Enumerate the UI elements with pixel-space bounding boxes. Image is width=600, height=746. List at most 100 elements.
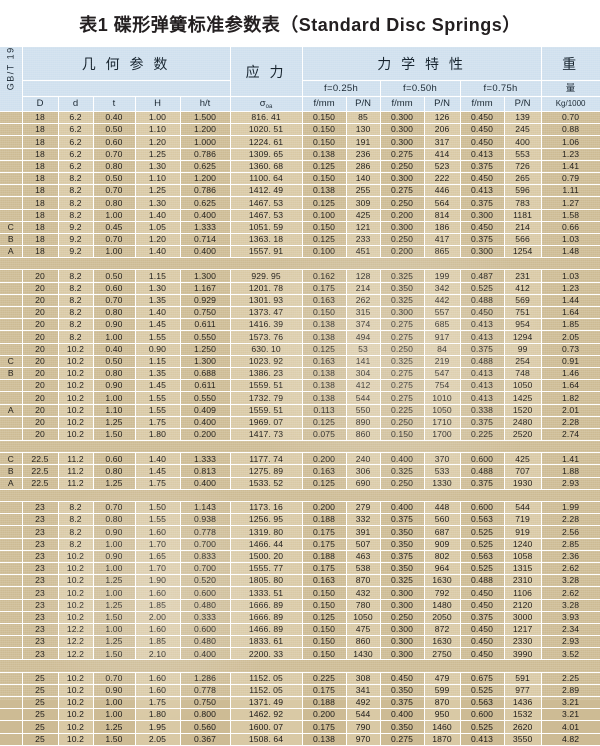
cell-H: 1.35 [135, 367, 181, 381]
cell-h_t: 0.700 [180, 538, 231, 551]
cell-t: 0.60 [93, 135, 136, 149]
cell-sigma: 1466. 44 [230, 538, 303, 551]
header-geometry: 几 何 参 数 [22, 47, 231, 81]
cell-p3: 1217 [504, 623, 542, 637]
cell-H: 1.30 [135, 160, 181, 173]
cell-t: 0.50 [93, 123, 136, 137]
cell-p2: 870 [424, 696, 461, 710]
cell-H: 1.15 [135, 269, 181, 283]
cell-p1: 332 [346, 513, 381, 527]
cell-h_t: 0.611 [180, 318, 231, 332]
cell-H: 1.15 [135, 355, 181, 368]
cell-series [0, 160, 23, 173]
table-row: 23 10.2 1.50 2.00 0.333 1666. 89 0.125 1050 0.25… [0, 611, 600, 624]
cell-H: 1.60 [135, 586, 181, 600]
cell-d: 10.2 [58, 562, 94, 576]
cell-h_t: 1.250 [180, 343, 231, 356]
cell-p2: 370 [424, 452, 461, 466]
cell-f1: 0.150 [302, 123, 347, 137]
header-stress: 应 力 [230, 47, 303, 97]
cell-sigma: 1416. 39 [230, 318, 303, 332]
cell-f2: 0.325 [380, 269, 425, 283]
cell-f2: 0.275 [380, 148, 425, 161]
cell-h_t: 0.400 [180, 416, 231, 429]
cell-f2: 0.325 [380, 464, 425, 478]
cell-f3: 0.450 [460, 306, 505, 320]
cell-sigma: 1301. 93 [230, 294, 303, 308]
cell-t: 1.00 [93, 623, 136, 637]
cell-sigma: 1224. 61 [230, 135, 303, 149]
cell-h_t: 1.200 [180, 172, 231, 186]
cell-p1: 475 [346, 623, 381, 637]
table-group-separator [0, 257, 600, 271]
cell-p1: 128 [346, 269, 381, 283]
header-loadcase-3: f=0.75h [460, 80, 542, 97]
cell-d: 8.2 [58, 306, 94, 320]
cell-H: 1.70 [135, 562, 181, 576]
cell-h_t: 0.480 [180, 635, 231, 649]
cell-sigma: 1173. 16 [230, 501, 303, 515]
table-row: 18 6.2 0.80 1.30 0.625 1360. 68 0.125 286 0.250 5… [0, 160, 600, 173]
cell-w: 1.23 [541, 282, 600, 295]
table-row: 20 8.2 0.90 1.45 0.611 1416. 39 0.138 374 0.275 6… [0, 318, 600, 332]
cell-p2: 446 [424, 184, 461, 198]
cell-H: 1.60 [135, 623, 181, 637]
cell-sigma: 1557. 91 [230, 245, 303, 259]
cell-h_t: 1.300 [180, 355, 231, 368]
cell-f1: 0.138 [302, 391, 347, 405]
cell-t: 0.70 [93, 148, 136, 161]
cell-H: 1.50 [135, 501, 181, 515]
cell-f3: 0.563 [460, 550, 505, 563]
cell-f3: 0.450 [460, 647, 505, 661]
cell-f3: 0.487 [460, 269, 505, 283]
cell-f3: 0.600 [460, 501, 505, 515]
parameter-table-container: GB/T 1972 几 何 参 数 应 力 力 学 特 性 重 f=0.25h … [0, 47, 600, 746]
cell-p1: 451 [346, 245, 381, 259]
cell-h_t: 0.600 [180, 586, 231, 600]
cell-f3: 0.450 [460, 635, 505, 649]
cell-sigma: 1256. 95 [230, 513, 303, 527]
cell-H: 1.45 [135, 318, 181, 332]
table-group-separator [0, 489, 600, 503]
cell-H: 1.25 [135, 184, 181, 198]
cell-series [0, 586, 23, 600]
cell-sigma: 1462. 92 [230, 708, 303, 722]
column-header-f3: f/mm [460, 96, 505, 112]
cell-w: 0.91 [541, 355, 600, 368]
cell-p1: 85 [346, 111, 381, 125]
cell-p1: 494 [346, 330, 381, 344]
cell-d: 11.2 [58, 464, 94, 478]
cell-series: A [0, 477, 23, 490]
cell-f1: 0.188 [302, 513, 347, 527]
cell-f2: 0.275 [380, 318, 425, 332]
group-separator-cell [0, 440, 600, 454]
cell-f1: 0.138 [302, 733, 347, 746]
cell-d: 8.2 [58, 196, 94, 210]
cell-f1: 0.200 [302, 708, 347, 722]
cell-H: 1.30 [135, 196, 181, 210]
cell-sigma: 1467. 53 [230, 209, 303, 222]
cell-f1: 0.225 [302, 672, 347, 685]
cell-f1: 0.075 [302, 428, 347, 442]
cell-p3: 265 [504, 172, 542, 186]
cell-p2: 950 [424, 708, 461, 722]
cell-h_t: 0.400 [180, 245, 231, 259]
cell-p2: 126 [424, 111, 461, 125]
cell-p3: 569 [504, 294, 542, 308]
cell-H: 1.45 [135, 379, 181, 393]
cell-p1: 140 [346, 172, 381, 186]
table-row: 25 10.2 0.90 1.60 0.778 1152. 05 0.175 341 0.350… [0, 684, 600, 698]
header-loadcase-2: f=0.50h [380, 80, 461, 97]
table-row: 20 8.2 0.80 1.40 0.750 1373. 47 0.150 315 0.300 5… [0, 306, 600, 320]
header-weight-line2: 量 [541, 80, 600, 97]
cell-p2: 219 [424, 355, 461, 368]
cell-d: 10.2 [58, 379, 94, 393]
header-row-columns: D d t H h/t σoa f/mm P/N f/mm P/N f/mm P… [0, 96, 600, 112]
cell-f1: 0.138 [302, 367, 347, 381]
cell-series: A [0, 245, 23, 259]
cell-f1: 0.150 [302, 221, 347, 234]
cell-series [0, 123, 23, 137]
cell-p1: 690 [346, 477, 381, 490]
cell-d: 9.2 [58, 245, 94, 259]
cell-f2: 0.200 [380, 245, 425, 259]
